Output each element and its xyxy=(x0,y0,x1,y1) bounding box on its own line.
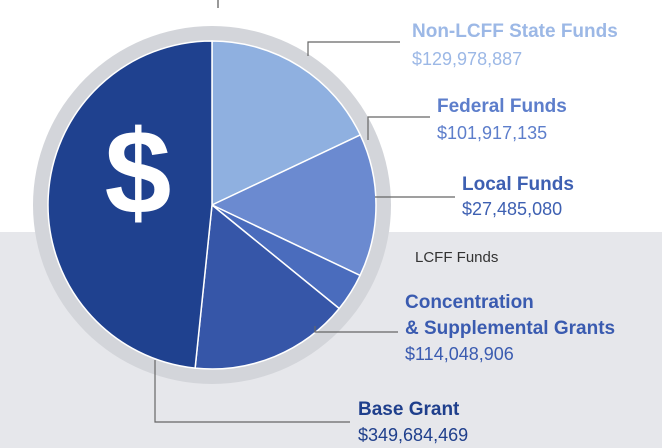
dollar-icon: $ xyxy=(105,106,172,240)
label-value: $349,684,469 xyxy=(358,425,468,445)
labels: Non-LCFF State Funds $129,978,887 Federal … xyxy=(358,21,618,445)
leader-line xyxy=(367,116,430,140)
pie-slice xyxy=(210,133,377,277)
pie-slice xyxy=(211,40,362,207)
label-value: $27,485,080 xyxy=(462,199,562,219)
label-name: Federal Funds xyxy=(437,96,567,117)
label-line: & Supplemental Grants xyxy=(405,318,615,339)
label-name: Concentration & Supplemental Grants xyxy=(405,292,615,339)
label-value: $101,917,135 xyxy=(437,123,547,143)
label-name: Base Grant xyxy=(358,399,460,420)
leader-line xyxy=(307,41,400,56)
label-line: Concentration xyxy=(405,292,534,313)
label-name: Local Funds xyxy=(462,174,574,195)
leader-line xyxy=(314,326,398,333)
pie xyxy=(47,40,377,370)
pie-slice xyxy=(194,203,341,370)
label-value: $129,978,887 xyxy=(412,49,522,69)
pie-slice xyxy=(47,40,213,369)
annotation: LCFF Funds xyxy=(415,249,498,266)
label-name: Non-LCFF State Funds xyxy=(412,21,618,42)
label-value: $114,048,906 xyxy=(405,344,514,364)
leader-line xyxy=(154,360,350,423)
leader-lines xyxy=(154,41,455,423)
